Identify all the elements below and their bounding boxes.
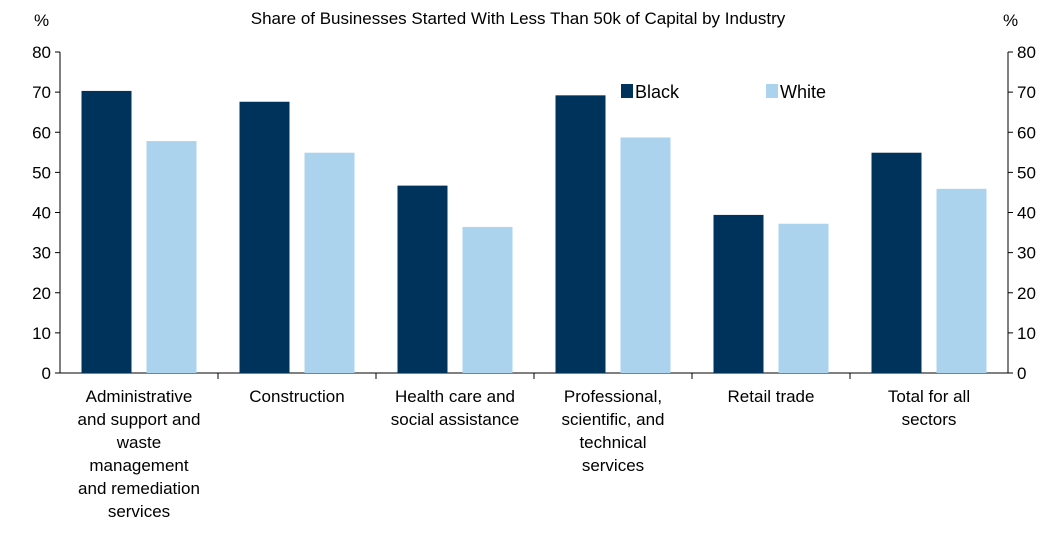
y-tick-label-left: 30 xyxy=(32,244,51,263)
legend: Black White xyxy=(621,82,826,102)
legend-swatch-black xyxy=(621,84,633,98)
bar-white xyxy=(778,223,829,373)
bar-white xyxy=(304,152,355,373)
x-category-label: Construction xyxy=(249,387,344,406)
bar-black xyxy=(239,101,290,373)
y-tick-label-left: 70 xyxy=(32,83,51,102)
y-tick-label-right: 60 xyxy=(1017,123,1036,142)
y-axis-unit-right: % xyxy=(1003,11,1018,30)
x-category-label-line: and support and xyxy=(78,410,201,429)
y-tick-label-right: 50 xyxy=(1017,163,1036,182)
x-category-label-line: Construction xyxy=(249,387,344,406)
y-tick-label-left: 80 xyxy=(32,43,51,62)
bar-white xyxy=(462,226,513,373)
x-category-label: Total for all sectors xyxy=(888,387,970,429)
bar-white xyxy=(620,137,671,373)
y-tick-label-right: 20 xyxy=(1017,284,1036,303)
bars xyxy=(81,90,987,374)
x-category-label-line: Health care and xyxy=(395,387,515,406)
bar-white xyxy=(936,188,987,373)
legend-label-black: Black xyxy=(635,82,680,102)
x-category-label: Health care and social assistance xyxy=(391,387,520,429)
x-category-label-line: services xyxy=(582,456,644,475)
x-category-label-line: social assistance xyxy=(391,410,520,429)
y-axis-unit-left: % xyxy=(34,11,49,30)
y-tick-label-right: 80 xyxy=(1017,43,1036,62)
x-category-label: Administrative and support and waste manage… xyxy=(78,387,201,521)
x-category-label-line: services xyxy=(108,502,170,521)
y-tick-label-left: 50 xyxy=(32,163,51,182)
bar-white xyxy=(146,141,197,373)
legend-swatch-white xyxy=(766,84,778,98)
x-category-label-line: Total for all xyxy=(888,387,970,406)
y-tick-label-left: 60 xyxy=(32,123,51,142)
x-category-label-line: Administrative xyxy=(86,387,193,406)
y-tick-label-left: 20 xyxy=(32,284,51,303)
x-category-label-line: Professional, xyxy=(564,387,662,406)
y-tick-label-left: 0 xyxy=(42,364,51,383)
y-tick-label-right: 30 xyxy=(1017,244,1036,263)
x-category-label: Professional, scientific, and technical ser… xyxy=(562,387,665,475)
y-tick-label-right: 0 xyxy=(1017,364,1026,383)
x-axis-labels: Administrative and support and waste manage… xyxy=(78,387,971,521)
y-tick-label-left: 10 xyxy=(32,324,51,343)
y-tick-label-right: 70 xyxy=(1017,83,1036,102)
x-category-label-line: and remediation xyxy=(78,479,200,498)
bar-black xyxy=(871,152,922,373)
axes: 0 0 10 10 20 20 30 30 40 40 50 50 60 60 70 70 80 80 xyxy=(32,43,1036,383)
y-tick-label-right: 40 xyxy=(1017,204,1036,223)
bar-black xyxy=(81,90,132,373)
chart-title: Share of Businesses Started With Less Th… xyxy=(251,9,786,28)
x-category-label-line: Retail trade xyxy=(728,387,815,406)
y-tick-label-right: 10 xyxy=(1017,324,1036,343)
x-category-label-line: sectors xyxy=(902,410,957,429)
x-category-label-line: scientific, and xyxy=(562,410,665,429)
bar-black xyxy=(555,95,606,374)
x-category-label-line: waste xyxy=(116,433,161,452)
x-category-label-line: technical xyxy=(579,433,646,452)
y-tick-label-left: 40 xyxy=(32,204,51,223)
legend-label-white: White xyxy=(780,82,826,102)
bar-black xyxy=(713,214,764,373)
x-category-label: Retail trade xyxy=(728,387,815,406)
x-category-label-line: management xyxy=(89,456,189,475)
bar-black xyxy=(397,185,448,373)
